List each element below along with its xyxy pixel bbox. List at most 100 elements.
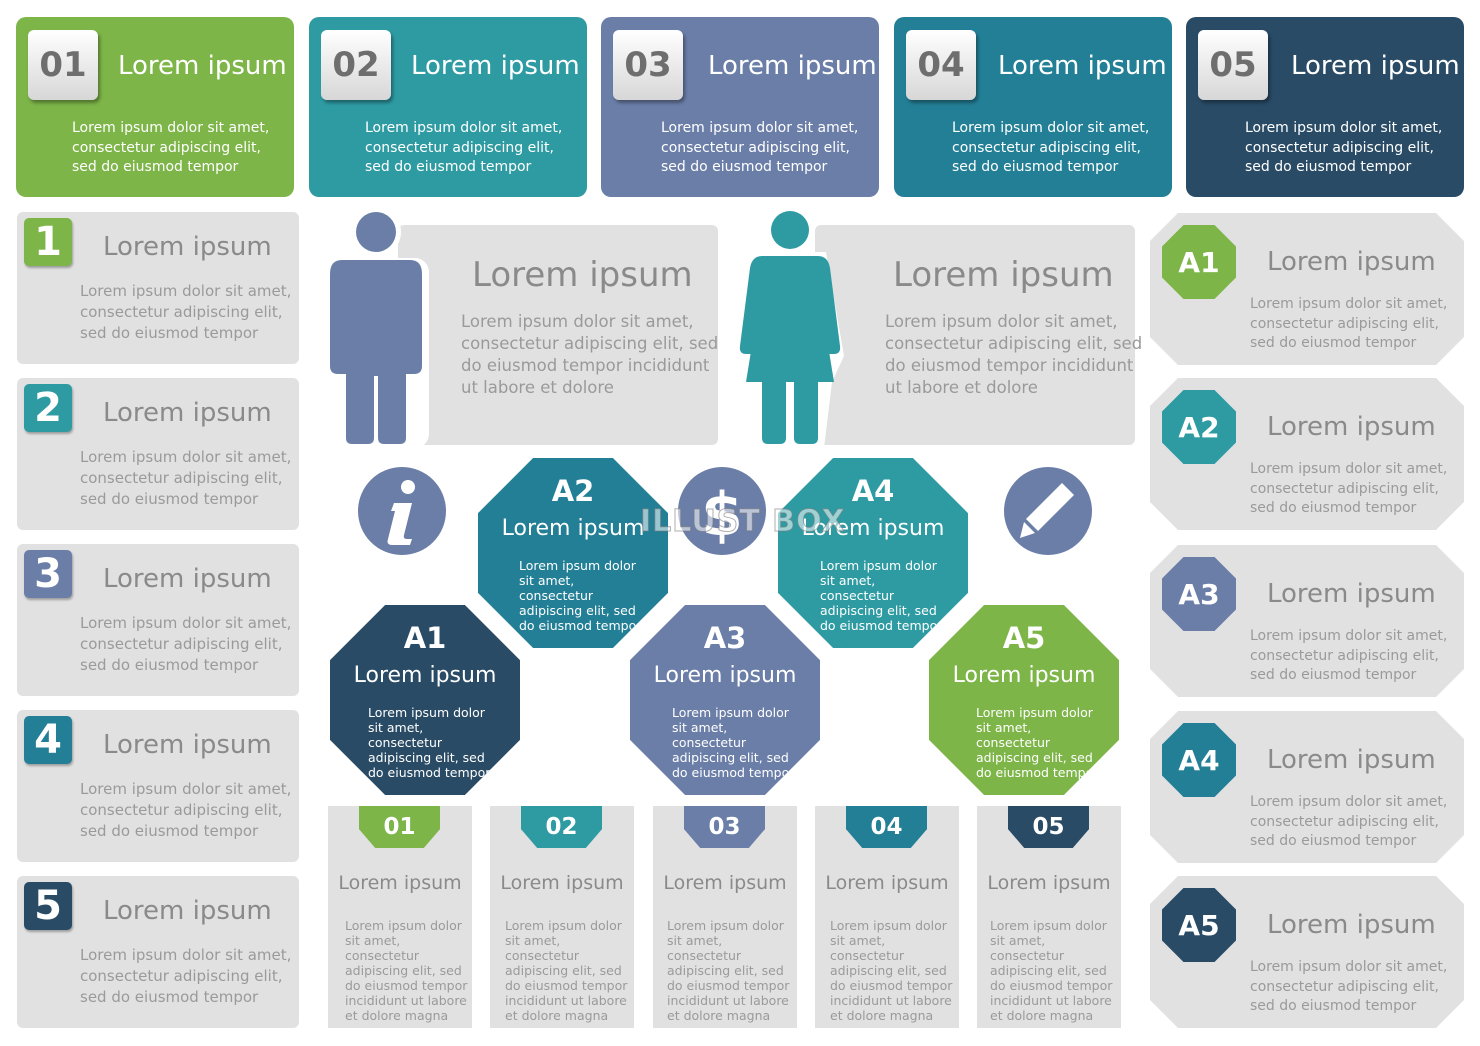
pencil-glyph-icon [1020, 483, 1074, 538]
right-card-id: A3 [1162, 557, 1236, 631]
octagon-body: Lorem ipsum dolor sit amet, consectetur … [820, 558, 943, 633]
person-card-title: Lorem ipsum [472, 255, 693, 295]
right-card-body: Lorem ipsum dolor sit amet, consectetur … [1250, 628, 1448, 683]
octagon-a3: A3 Lorem ipsum Lorem ipsum dolor sit ame… [630, 605, 820, 795]
left-card-body: Lorem ipsum dolor sit amet, consectetur … [80, 946, 292, 1006]
left-card-5: 5 Lorem ipsum Lorem ipsum dolor sit amet… [17, 876, 299, 1028]
left-card-4: 4 Lorem ipsum Lorem ipsum dolor sit amet… [17, 710, 299, 862]
top-card-03: 03 Lorem ipsum Lorem ipsum dolor sit ame… [601, 17, 879, 197]
right-card-body: Lorem ipsum dolor sit amet, consectetur … [1250, 461, 1448, 516]
woman-icon [736, 206, 844, 448]
octagon-id: A4 [851, 474, 895, 508]
top-card-title: Lorem ipsum [708, 51, 877, 81]
top-card-body: Lorem ipsum dolor sit amet, consectetur … [661, 120, 859, 175]
left-card-title: Lorem ipsum [103, 564, 272, 594]
right-card-a3: A3 Lorem ipsum Lorem ipsum dolor sit ame… [1150, 545, 1464, 697]
octagon-title: Lorem ipsum [952, 663, 1096, 688]
bottom-card-02: 02 Lorem ipsum Lorem ipsum dolor sit ame… [490, 806, 634, 1028]
bottom-card-tab: 01 [359, 806, 440, 848]
right-card-a2: A2 Lorem ipsum Lorem ipsum dolor sit ame… [1150, 378, 1464, 530]
octagon-body: Lorem ipsum dolor sit amet, consectetur … [976, 705, 1099, 780]
man-icon [323, 207, 429, 448]
right-card-title: Lorem ipsum [1267, 745, 1436, 775]
octagon-id: A5 [1002, 621, 1046, 655]
bottom-card-tab: 05 [1008, 806, 1089, 848]
bottom-card-tab: 03 [684, 806, 765, 848]
right-card-a5: A5 Lorem ipsum Lorem ipsum dolor sit ame… [1150, 876, 1464, 1028]
octagon-body: Lorem ipsum dolor sit amet, consectetur … [368, 705, 491, 780]
bottom-card-title: Lorem ipsum [663, 872, 787, 894]
left-card-3: 3 Lorem ipsum Lorem ipsum dolor sit amet… [17, 544, 299, 696]
left-card-body: Lorem ipsum dolor sit amet, consectetur … [80, 448, 292, 508]
top-card-number: 04 [906, 30, 976, 100]
person-card-body: Lorem ipsum dolor sit amet, consectetur … [885, 312, 1143, 397]
dollar-glyph-icon: $ [701, 480, 743, 550]
pencil-icon [1004, 467, 1092, 555]
right-card-body: Lorem ipsum dolor sit amet, consectetur … [1250, 959, 1448, 1014]
top-card-04: 04 Lorem ipsum Lorem ipsum dolor sit ame… [894, 17, 1172, 197]
bottom-card-title: Lorem ipsum [338, 872, 462, 894]
octagon-a5: A5 Lorem ipsum Lorem ipsum dolor sit ame… [929, 605, 1119, 795]
person-card-title: Lorem ipsum [893, 255, 1114, 295]
right-card-id: A4 [1162, 723, 1236, 797]
octagon-id: A1 [403, 621, 447, 655]
person-card-woman: Lorem ipsum Lorem ipsum dolor sit amet, … [815, 225, 1142, 445]
bottom-card-body: Lorem ipsum dolor sit amet, consectetur … [505, 918, 628, 1023]
bottom-card-05: 05 Lorem ipsum Lorem ipsum dolor sit ame… [977, 806, 1121, 1028]
octagon-a4: A4 Lorem ipsum Lorem ipsum dolor sit ame… [778, 458, 968, 648]
bottom-card-body: Lorem ipsum dolor sit amet, consectetur … [990, 918, 1113, 1023]
bottom-card-body: Lorem ipsum dolor sit amet, consectetur … [667, 918, 790, 1023]
bottom-card-01: 01 Lorem ipsum Lorem ipsum dolor sit ame… [328, 806, 472, 1028]
left-card-title: Lorem ipsum [103, 398, 272, 428]
top-card-number: 05 [1198, 30, 1268, 100]
top-card-02: 02 Lorem ipsum Lorem ipsum dolor sit ame… [309, 17, 587, 197]
right-card-title: Lorem ipsum [1267, 910, 1436, 940]
top-card-title: Lorem ipsum [1291, 51, 1460, 81]
top-card-body: Lorem ipsum dolor sit amet, consectetur … [72, 120, 270, 175]
info-glyph-icon [387, 480, 415, 545]
info-icon [358, 467, 446, 555]
right-card-body: Lorem ipsum dolor sit amet, consectetur … [1250, 296, 1448, 351]
top-card-number: 01 [28, 30, 98, 100]
top-card-number: 02 [321, 30, 391, 100]
bottom-card-title: Lorem ipsum [825, 872, 949, 894]
octagon-id: A3 [703, 621, 747, 655]
octagon-title: Lorem ipsum [353, 663, 497, 688]
svg-text:$: $ [701, 480, 743, 550]
left-card-title: Lorem ipsum [103, 896, 272, 926]
bottom-card-body: Lorem ipsum dolor sit amet, consectetur … [345, 918, 468, 1023]
top-card-title: Lorem ipsum [411, 51, 580, 81]
octagon-title: Lorem ipsum [653, 663, 797, 688]
left-card-number: 3 [24, 550, 72, 598]
right-card-title: Lorem ipsum [1267, 247, 1436, 277]
right-card-body: Lorem ipsum dolor sit amet, consectetur … [1250, 794, 1448, 849]
bottom-card-body: Lorem ipsum dolor sit amet, consectetur … [830, 918, 953, 1023]
octagon-body: Lorem ipsum dolor sit amet, consectetur … [672, 705, 795, 780]
top-card-05: 05 Lorem ipsum Lorem ipsum dolor sit ame… [1186, 17, 1464, 197]
left-card-title: Lorem ipsum [103, 730, 272, 760]
left-card-body: Lorem ipsum dolor sit amet, consectetur … [80, 614, 292, 674]
right-card-id: A1 [1162, 225, 1236, 299]
octagon-title: Lorem ipsum [801, 516, 945, 541]
right-card-title: Lorem ipsum [1267, 412, 1436, 442]
octagon-a1: A1 Lorem ipsum Lorem ipsum dolor sit ame… [330, 605, 520, 795]
bottom-card-title: Lorem ipsum [500, 872, 624, 894]
left-card-number: 1 [24, 218, 72, 266]
top-card-title: Lorem ipsum [118, 51, 287, 81]
bottom-card-tab: 02 [521, 806, 602, 848]
octagon-title: Lorem ipsum [501, 516, 645, 541]
top-card-body: Lorem ipsum dolor sit amet, consectetur … [952, 120, 1150, 175]
right-card-a4: A4 Lorem ipsum Lorem ipsum dolor sit ame… [1150, 711, 1464, 863]
octagon-a2: A2 Lorem ipsum Lorem ipsum dolor sit ame… [478, 458, 668, 648]
octagon-body: Lorem ipsum dolor sit amet, consectetur … [519, 558, 642, 633]
left-card-title: Lorem ipsum [103, 232, 272, 262]
bottom-card-title: Lorem ipsum [987, 872, 1111, 894]
top-card-01: 01 Lorem ipsum Lorem ipsum dolor sit ame… [16, 17, 294, 197]
bottom-card-04: 04 Lorem ipsum Lorem ipsum dolor sit ame… [815, 806, 959, 1028]
right-card-a1: A1 Lorem ipsum Lorem ipsum dolor sit ame… [1150, 213, 1464, 365]
watermark: ILLUST BOX [640, 504, 846, 540]
right-card-id: A2 [1162, 390, 1236, 464]
left-card-body: Lorem ipsum dolor sit amet, consectetur … [80, 780, 292, 840]
right-card-id: A5 [1162, 888, 1236, 962]
bottom-card-03: 03 Lorem ipsum Lorem ipsum dolor sit ame… [653, 806, 797, 1028]
